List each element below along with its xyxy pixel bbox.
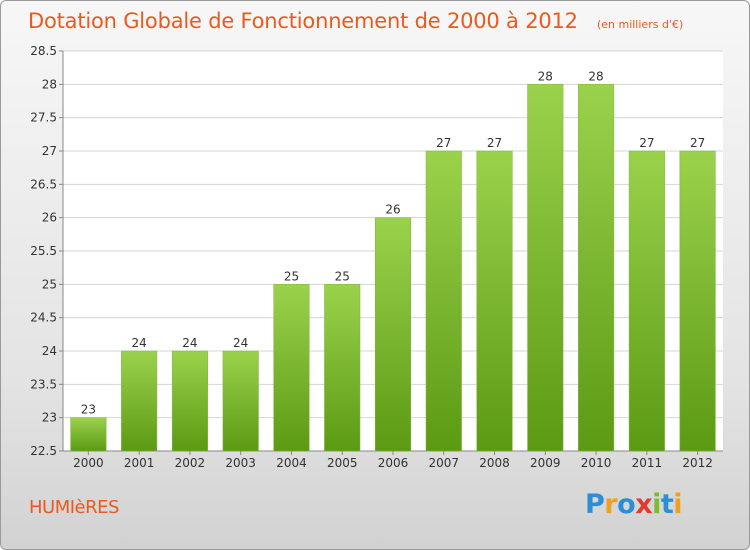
bar (222, 350, 259, 452)
chart-subtitle: (en milliers d'€) (596, 18, 684, 31)
y-tick-label: 28 (42, 77, 57, 91)
bar (273, 284, 310, 452)
x-tick-label: 2002 (175, 456, 206, 470)
bar-value-label: 27 (487, 136, 502, 150)
logo-letter: r (604, 489, 618, 520)
y-tick-label: 23.5 (30, 377, 57, 391)
bar (70, 417, 107, 452)
bar-value-label: 25 (335, 269, 350, 283)
logo-letter: t (660, 489, 674, 520)
bar-value-label: 26 (385, 203, 400, 217)
bar (527, 84, 564, 452)
bar-value-label: 28 (538, 69, 553, 83)
bar (578, 84, 615, 452)
y-tick-label: 28.5 (30, 44, 57, 58)
logo-letter: P (585, 489, 605, 520)
x-tick-label: 2009 (530, 456, 561, 470)
x-tick-label: 2012 (682, 456, 713, 470)
y-tick-label: 26 (42, 211, 57, 225)
bar-value-label: 27 (436, 136, 451, 150)
bar-value-label: 24 (132, 336, 147, 350)
y-tick-label: 22.5 (30, 444, 57, 458)
bar (628, 150, 665, 452)
bar (679, 150, 716, 452)
x-tick-label: 2003 (225, 456, 256, 470)
y-tick-label: 27.5 (30, 111, 57, 125)
logo-letter: x (635, 489, 653, 520)
bar (324, 284, 361, 452)
x-tick-label: 2011 (632, 456, 663, 470)
x-tick-label: 2007 (428, 456, 459, 470)
x-tick-label: 2010 (581, 456, 612, 470)
bar (171, 350, 208, 452)
bar-value-label: 28 (588, 69, 603, 83)
bar-value-label: 23 (81, 403, 96, 417)
logo-letter: i (652, 489, 661, 520)
x-tick-label: 2000 (73, 456, 104, 470)
x-tick-label: 2008 (479, 456, 510, 470)
y-tick-label: 25.5 (30, 244, 57, 258)
proxiti-logo: Proxiti (585, 489, 683, 520)
bar (374, 217, 412, 452)
y-tick-label: 24 (42, 344, 57, 358)
bar-value-label: 27 (639, 136, 654, 150)
bar-value-label: 24 (182, 336, 197, 350)
bar-value-label: 24 (233, 336, 248, 350)
chart-title: Dotation Globale de Fonctionnement de 20… (28, 9, 578, 33)
bar (425, 150, 462, 452)
y-tick-label: 24.5 (30, 311, 57, 325)
logo-letter: o (617, 489, 636, 520)
y-tick-label: 27 (42, 144, 57, 158)
x-tick-label: 2004 (276, 456, 307, 470)
y-tick-label: 26.5 (30, 177, 57, 191)
y-tick-label: 25 (42, 277, 57, 291)
logo-letter: i (673, 489, 683, 520)
x-tick-label: 2005 (327, 456, 358, 470)
commune-name: HUMIèRES (29, 497, 119, 518)
bar (121, 350, 158, 452)
y-tick-label: 23 (42, 411, 57, 425)
bar (476, 150, 513, 452)
x-tick-label: 2001 (124, 456, 155, 470)
bar-value-label: 25 (284, 269, 299, 283)
title-row: Dotation Globale de Fonctionnement de 20… (28, 9, 683, 33)
bar-value-label: 27 (690, 136, 705, 150)
x-tick-label: 2006 (378, 456, 409, 470)
